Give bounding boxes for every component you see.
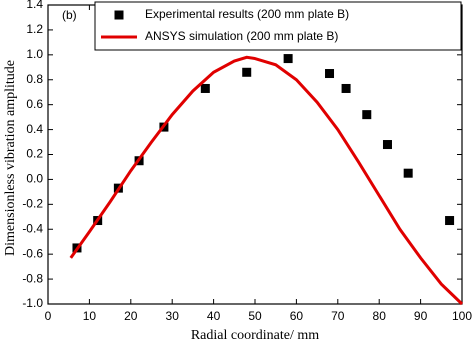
y-tick-label: -0.4 [22, 221, 43, 235]
point [403, 168, 413, 178]
x-tick-label: 40 [207, 309, 221, 323]
y-tick-label: 0.8 [26, 72, 43, 86]
y-tick-label: -0.8 [22, 271, 43, 285]
x-tick-label: 70 [331, 309, 345, 323]
legend-marker [114, 10, 124, 20]
legend-box [94, 1, 462, 51]
y-tick-label: 0.0 [26, 172, 43, 186]
point [382, 140, 392, 150]
x-tick-label: 20 [124, 309, 138, 323]
y-tick-label: 0.6 [26, 97, 43, 111]
y-tick-label: -0.2 [22, 197, 43, 211]
y-tick-label: 1.0 [26, 47, 43, 61]
y-tick-label: -1.0 [22, 296, 43, 310]
y-tick-label: 0.4 [26, 122, 43, 136]
legend-label: ANSYS simulation (200 mm plate B) [145, 29, 338, 43]
x-tick-label: 30 [166, 309, 180, 323]
y-tick-label: 0.2 [26, 147, 43, 161]
x-tick-label: 60 [290, 309, 304, 323]
x-tick-label: 50 [248, 309, 262, 323]
x-tick-label: 80 [373, 309, 387, 323]
annotation: (b) [62, 8, 77, 22]
legend-label: Experimental results (200 mm plate B) [145, 7, 349, 21]
y-tick-label: 1.4 [26, 0, 43, 11]
y-tick-label: -0.6 [22, 246, 43, 260]
point [242, 67, 252, 77]
point [362, 110, 372, 120]
y-tick-label: 1.2 [26, 22, 43, 36]
line [69, 55, 464, 306]
x-tick-label: 0 [45, 309, 52, 323]
x-tick-label: 90 [414, 309, 428, 323]
x-tick-label: 100 [452, 309, 472, 323]
point [445, 216, 455, 226]
point [341, 83, 351, 93]
point [200, 83, 210, 93]
x-axis-label: Radial coordinate/ mm [191, 328, 319, 343]
y-axis-label: Dimensionless vibration amplitude [3, 60, 18, 256]
x-tick-label: 10 [83, 309, 97, 323]
point [283, 54, 293, 64]
point [325, 69, 335, 79]
